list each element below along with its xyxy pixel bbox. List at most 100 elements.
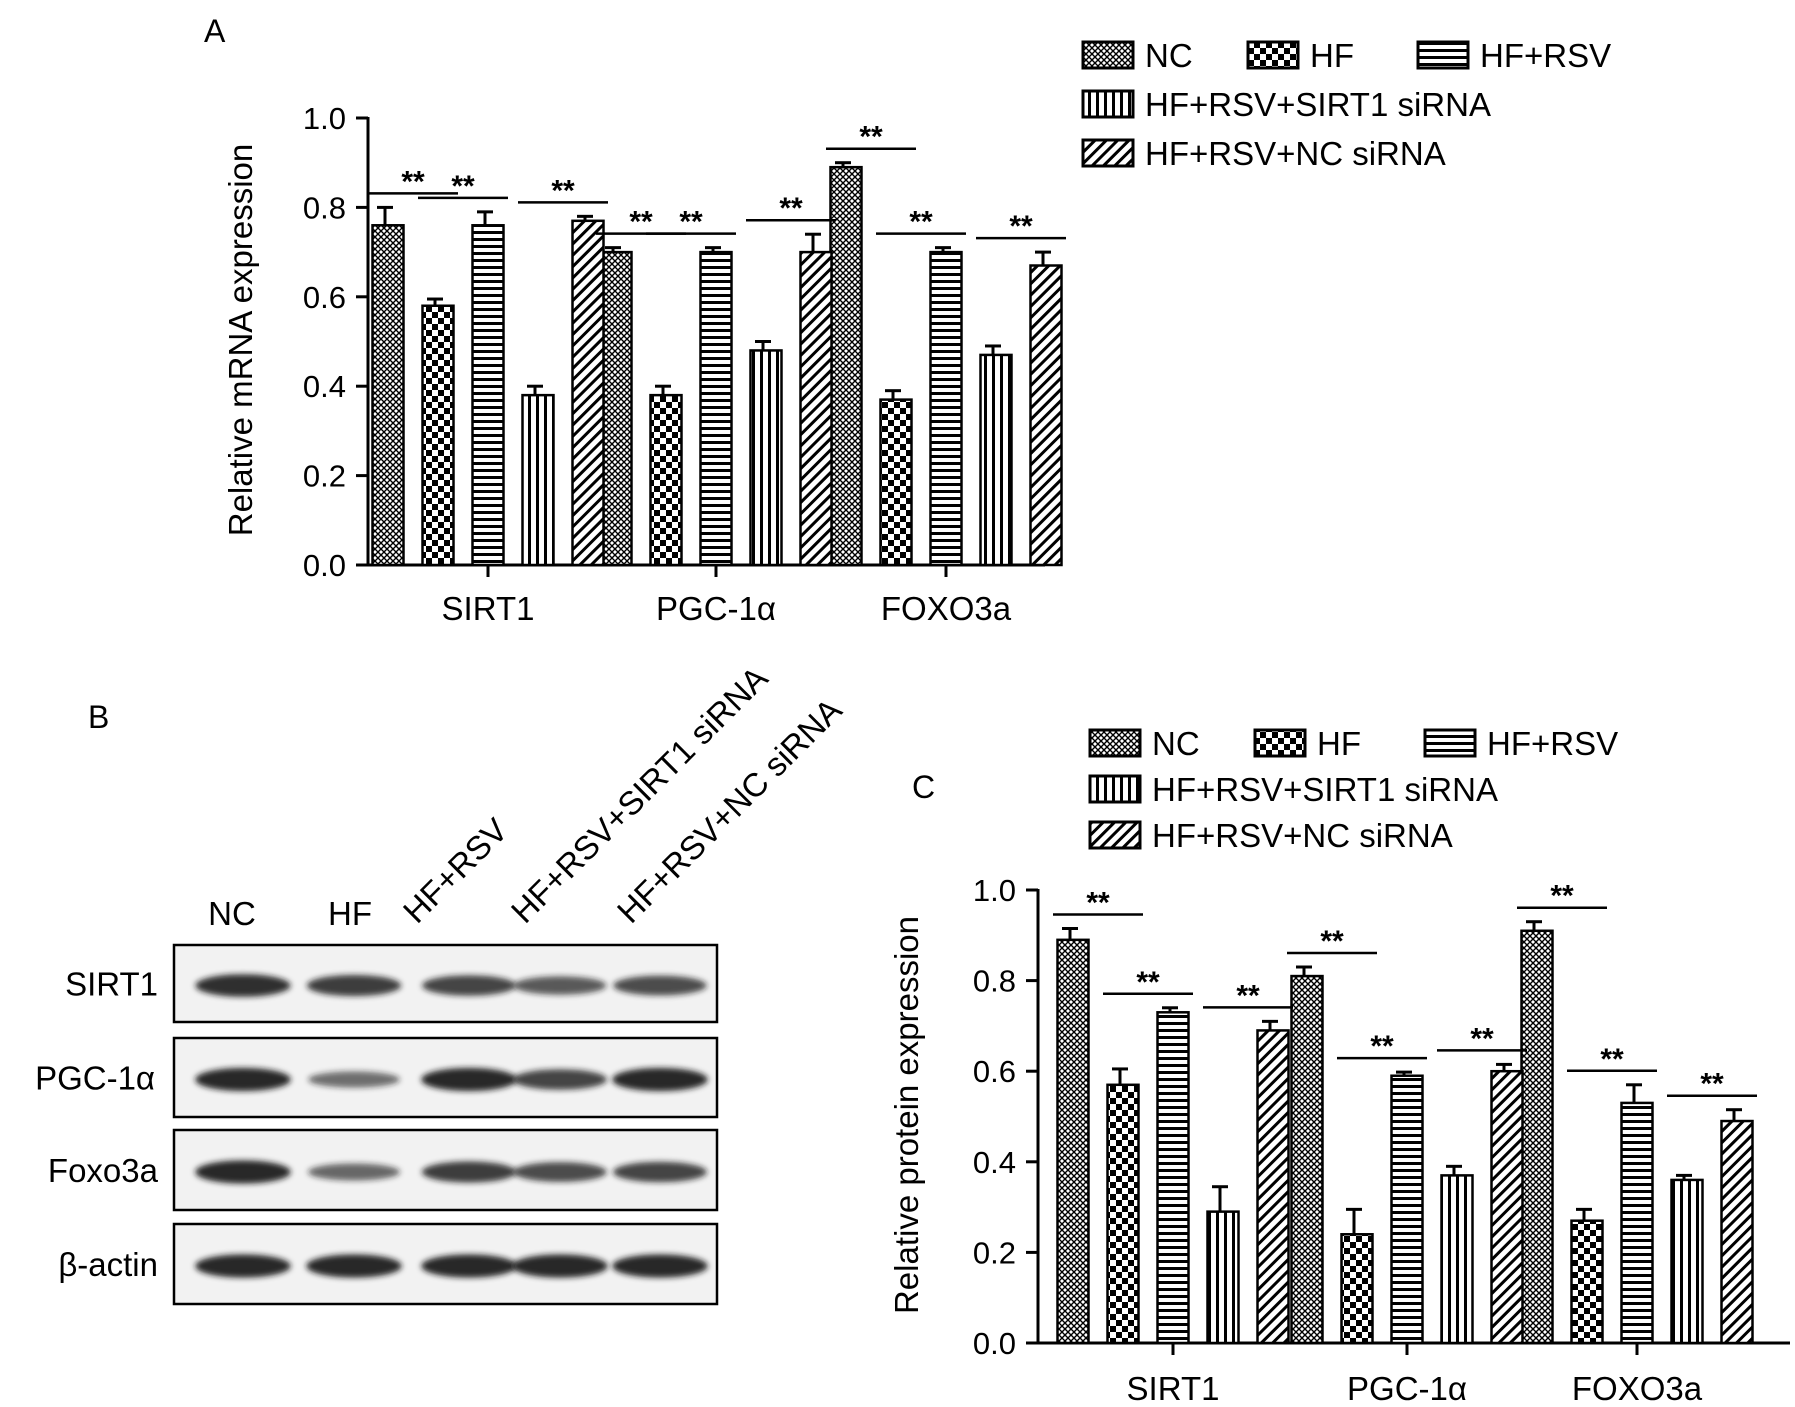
y-tick-label: 1.0 [973, 873, 1016, 908]
blot-band-pgc-1-lane-1 [195, 1067, 291, 1092]
y-tick-label: 0.6 [973, 1054, 1016, 1089]
legend-swatch-hf-rsv-sirt1-sirna [1088, 774, 1142, 804]
blot-band-actin-lane-2 [306, 1254, 402, 1278]
lane-label-nc: NC [208, 895, 256, 932]
blot-band-pgc-1-lane-5 [612, 1067, 708, 1092]
y-tick-label: 0.0 [303, 548, 346, 583]
blot-row-label-foxo3a: Foxo3a [48, 1152, 159, 1189]
blot-band-pgc-1-lane-3 [421, 1067, 517, 1092]
bar-hf-rsv-sirt1 [471, 224, 505, 567]
significance-label: ** [1136, 966, 1160, 999]
significance-label: ** [629, 206, 653, 239]
legend-label-hf-rsv-sirt1-sirna: HF+RSV+SIRT1 siRNA [1145, 86, 1491, 123]
significance-label: ** [1550, 880, 1574, 913]
legend-swatch-hf-rsv-sirt1-sirna [1081, 89, 1135, 119]
legend-swatch-nc [1081, 40, 1135, 70]
y-tick-label: 0.2 [973, 1235, 1016, 1270]
blot-band-pgc-1-lane-4 [513, 1069, 607, 1090]
legend-label-hf: HF [1317, 725, 1361, 762]
bar-hf-rsv-sirt1-sirna-sirt1 [521, 393, 555, 567]
legend-swatch-hf-rsv-nc-sirna [1081, 138, 1135, 168]
bar-hf-rsv-sirt1-sirna-sirt1 [1206, 1210, 1240, 1345]
x-tick-label-pgc-1: PGC-1α [656, 590, 776, 627]
blot-band-actin-lane-4 [512, 1254, 608, 1278]
panel-label-b: B [88, 699, 109, 735]
legend-swatch-hf-rsv [1423, 728, 1477, 758]
blot-band-actin-lane-5 [612, 1254, 708, 1278]
significance-label: ** [1009, 210, 1033, 243]
bar-nc-pgc-1 [599, 250, 633, 567]
legend-swatch-nc [1088, 728, 1142, 758]
bar-hf-rsv-sirt1-sirna-pgc-1 [1440, 1174, 1474, 1345]
bar-hf-rsv-pgc-1 [699, 250, 733, 567]
blot-band-foxo3a-lane-2 [308, 1163, 400, 1181]
significance-label: ** [679, 206, 703, 239]
bar-hf-rsv-pgc-1 [1390, 1074, 1424, 1345]
legend-label-nc: NC [1145, 37, 1193, 74]
blot-band-pgc-1-lane-2 [308, 1071, 400, 1088]
y-tick-label: 1.0 [303, 101, 346, 136]
x-tick-label-sirt1: SIRT1 [1127, 1370, 1220, 1407]
blot-band-sirt1-lane-2 [306, 974, 402, 997]
legend-label-nc: NC [1152, 725, 1200, 762]
legend-label-hf-rsv: HF+RSV [1487, 725, 1618, 762]
legend-label-hf-rsv-nc-sirna: HF+RSV+NC siRNA [1152, 817, 1453, 854]
bar-hf-rsv-nc-sirna-pgc-1 [799, 250, 833, 567]
significance-label: ** [1700, 1068, 1724, 1101]
bar-hf-foxo3a [879, 398, 913, 567]
bar-hf-rsv-sirt1-sirna-foxo3a [979, 353, 1013, 567]
bar-hf-rsv-nc-sirna-foxo3a [1029, 264, 1063, 567]
bar-hf-pgc-1 [649, 393, 683, 567]
bar-hf-rsv-nc-sirna-sirt1 [1256, 1029, 1290, 1345]
bar-nc-sirt1 [1056, 938, 1090, 1345]
x-tick-label-pgc-1: PGC-1α [1347, 1370, 1467, 1407]
bar-hf-rsv-foxo3a [929, 250, 963, 567]
bar-hf-rsv-nc-sirna-sirt1 [571, 219, 605, 567]
bar-hf-foxo3a [1570, 1219, 1604, 1345]
y-tick-label: 0.4 [973, 1145, 1016, 1180]
bar-hf-rsv-nc-sirna-pgc-1 [1490, 1069, 1524, 1345]
bar-nc-foxo3a [1520, 929, 1554, 1345]
bar-hf-rsv-sirt1-sirna-foxo3a [1670, 1178, 1704, 1345]
blot-band-actin-lane-3 [421, 1254, 517, 1278]
legend-label-hf-rsv-sirt1-sirna: HF+RSV+SIRT1 siRNA [1152, 771, 1498, 808]
legend-swatch-hf [1253, 728, 1307, 758]
legend-label-hf: HF [1310, 37, 1354, 74]
y-tick-label: 0.2 [303, 459, 346, 494]
significance-label: ** [1370, 1030, 1394, 1063]
legend-label-hf-rsv: HF+RSV [1480, 37, 1611, 74]
bar-nc-foxo3a [829, 165, 863, 567]
bar-hf-rsv-sirt1 [1156, 1011, 1190, 1345]
bar-hf-sirt1 [421, 304, 455, 567]
significance-label: ** [909, 206, 933, 239]
significance-label: ** [451, 170, 475, 203]
legend-label-hf-rsv-nc-sirna: HF+RSV+NC siRNA [1145, 135, 1446, 172]
y-tick-label: 0.8 [973, 964, 1016, 999]
blot-band-foxo3a-lane-1 [195, 1160, 291, 1184]
significance-label: ** [859, 121, 883, 154]
bar-hf-rsv-nc-sirna-foxo3a [1720, 1119, 1754, 1345]
bar-hf-pgc-1 [1340, 1233, 1374, 1345]
blot-band-sirt1-lane-1 [195, 974, 291, 997]
panel-label-a: A [204, 13, 226, 49]
blot-row-label-sirt1: SIRT1 [65, 966, 158, 1003]
bar-nc-sirt1 [371, 224, 405, 567]
y-tick-label: 0.8 [303, 190, 346, 225]
legend-swatch-hf [1246, 40, 1300, 70]
x-tick-label-foxo3a: FOXO3a [881, 590, 1012, 627]
bar-hf-sirt1 [1106, 1083, 1140, 1345]
bar-nc-pgc-1 [1290, 974, 1324, 1345]
blot-band-foxo3a-lane-5 [613, 1161, 707, 1183]
blot-band-sirt1-lane-4 [513, 976, 607, 995]
blot-band-actin-lane-1 [195, 1254, 291, 1278]
chart-a-mrna: 0.0 0.2 0.4 0.6 0.8 1.0 Relative mRNA expressi… [222, 37, 1611, 627]
blot-band-sirt1-lane-3 [422, 975, 516, 996]
significance-label: ** [1236, 979, 1260, 1012]
significance-label: ** [1600, 1043, 1624, 1076]
significance-label: ** [1086, 887, 1110, 920]
significance-label: ** [551, 174, 575, 207]
significance-label: ** [401, 165, 425, 198]
significance-label: ** [1470, 1022, 1494, 1055]
bar-hf-rsv-sirt1-sirna-pgc-1 [749, 349, 783, 567]
blot-row-label-pgc-1: PGC-1α [35, 1060, 155, 1097]
